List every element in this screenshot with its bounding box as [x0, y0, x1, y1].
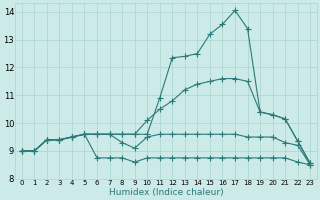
X-axis label: Humidex (Indice chaleur): Humidex (Indice chaleur): [109, 188, 223, 197]
